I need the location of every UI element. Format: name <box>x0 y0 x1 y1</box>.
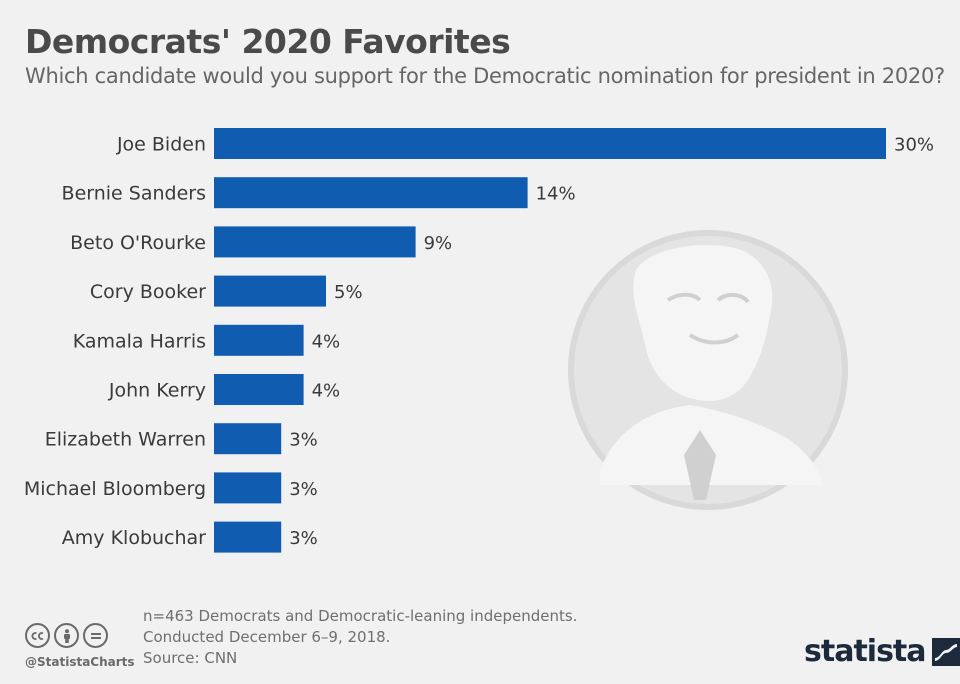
statista-mark-icon <box>931 637 960 666</box>
value-label-amy-klobuchar: 3% <box>289 528 318 549</box>
value-label-michael-bloomberg: 3% <box>289 479 318 500</box>
social-handle[interactable]: @StatistaCharts <box>25 655 135 669</box>
value-label-john-kerry: 4% <box>312 381 341 402</box>
category-label-elizabeth-warren: Elizabeth Warren <box>45 429 206 451</box>
bars-layer: Joe Biden 30% Bernie Sanders 14% Beto O'Rour… <box>24 128 934 553</box>
value-label-beto-o-rourke: 9% <box>424 233 453 254</box>
footer-note-dates: Conducted December 6–9, 2018. <box>143 628 391 646</box>
portrait-medallion-icon <box>568 230 848 510</box>
category-label-michael-bloomberg: Michael Bloomberg <box>24 478 206 500</box>
value-label-elizabeth-warren: 3% <box>289 430 318 451</box>
category-label-cory-booker: Cory Booker <box>90 281 206 303</box>
category-label-bernie-sanders: Bernie Sanders <box>62 183 206 205</box>
bar-amy-klobuchar <box>214 521 282 553</box>
bar-bernie-sanders <box>214 177 528 209</box>
bar-kamala-harris <box>214 324 304 356</box>
bar-beto-o-rourke <box>214 226 416 258</box>
statista-logo[interactable]: statista <box>804 634 960 669</box>
value-label-bernie-sanders: 14% <box>536 184 576 205</box>
value-label-kamala-harris: 4% <box>312 331 341 352</box>
bar-michael-bloomberg <box>214 472 282 504</box>
value-label-joe-biden: 30% <box>894 135 934 156</box>
bar-joe-biden <box>214 128 886 159</box>
bar-cory-booker <box>214 275 326 307</box>
footer-note-sample: n=463 Democrats and Democratic-leaning i… <box>143 607 578 625</box>
category-label-kamala-harris: Kamala Harris <box>73 330 206 352</box>
bar-chart: Joe Biden 30% Bernie Sanders 14% Beto O'Rour… <box>24 128 934 553</box>
license-icons <box>25 623 108 648</box>
category-label-beto-o-rourke: Beto O'Rourke <box>70 232 206 254</box>
category-label-john-kerry: John Kerry <box>108 380 206 402</box>
bar-elizabeth-warren <box>214 423 282 455</box>
nd-icon[interactable] <box>83 623 108 648</box>
by-icon[interactable] <box>54 623 79 648</box>
category-label-amy-klobuchar: Amy Klobuchar <box>62 527 206 549</box>
footer-note: n=463 Democrats and Democratic-leaning i… <box>143 606 577 669</box>
cc-icon[interactable] <box>25 623 50 648</box>
value-label-cory-booker: 5% <box>334 282 363 303</box>
chart-title: Democrats' 2020 Favorites <box>25 22 511 61</box>
brand-name: statista <box>804 634 927 669</box>
footer-note-source: Source: CNN <box>143 649 238 667</box>
category-label-joe-biden: Joe Biden <box>116 134 206 156</box>
chart-subtitle: Which candidate would you support for th… <box>25 64 945 88</box>
bar-john-kerry <box>214 374 304 405</box>
